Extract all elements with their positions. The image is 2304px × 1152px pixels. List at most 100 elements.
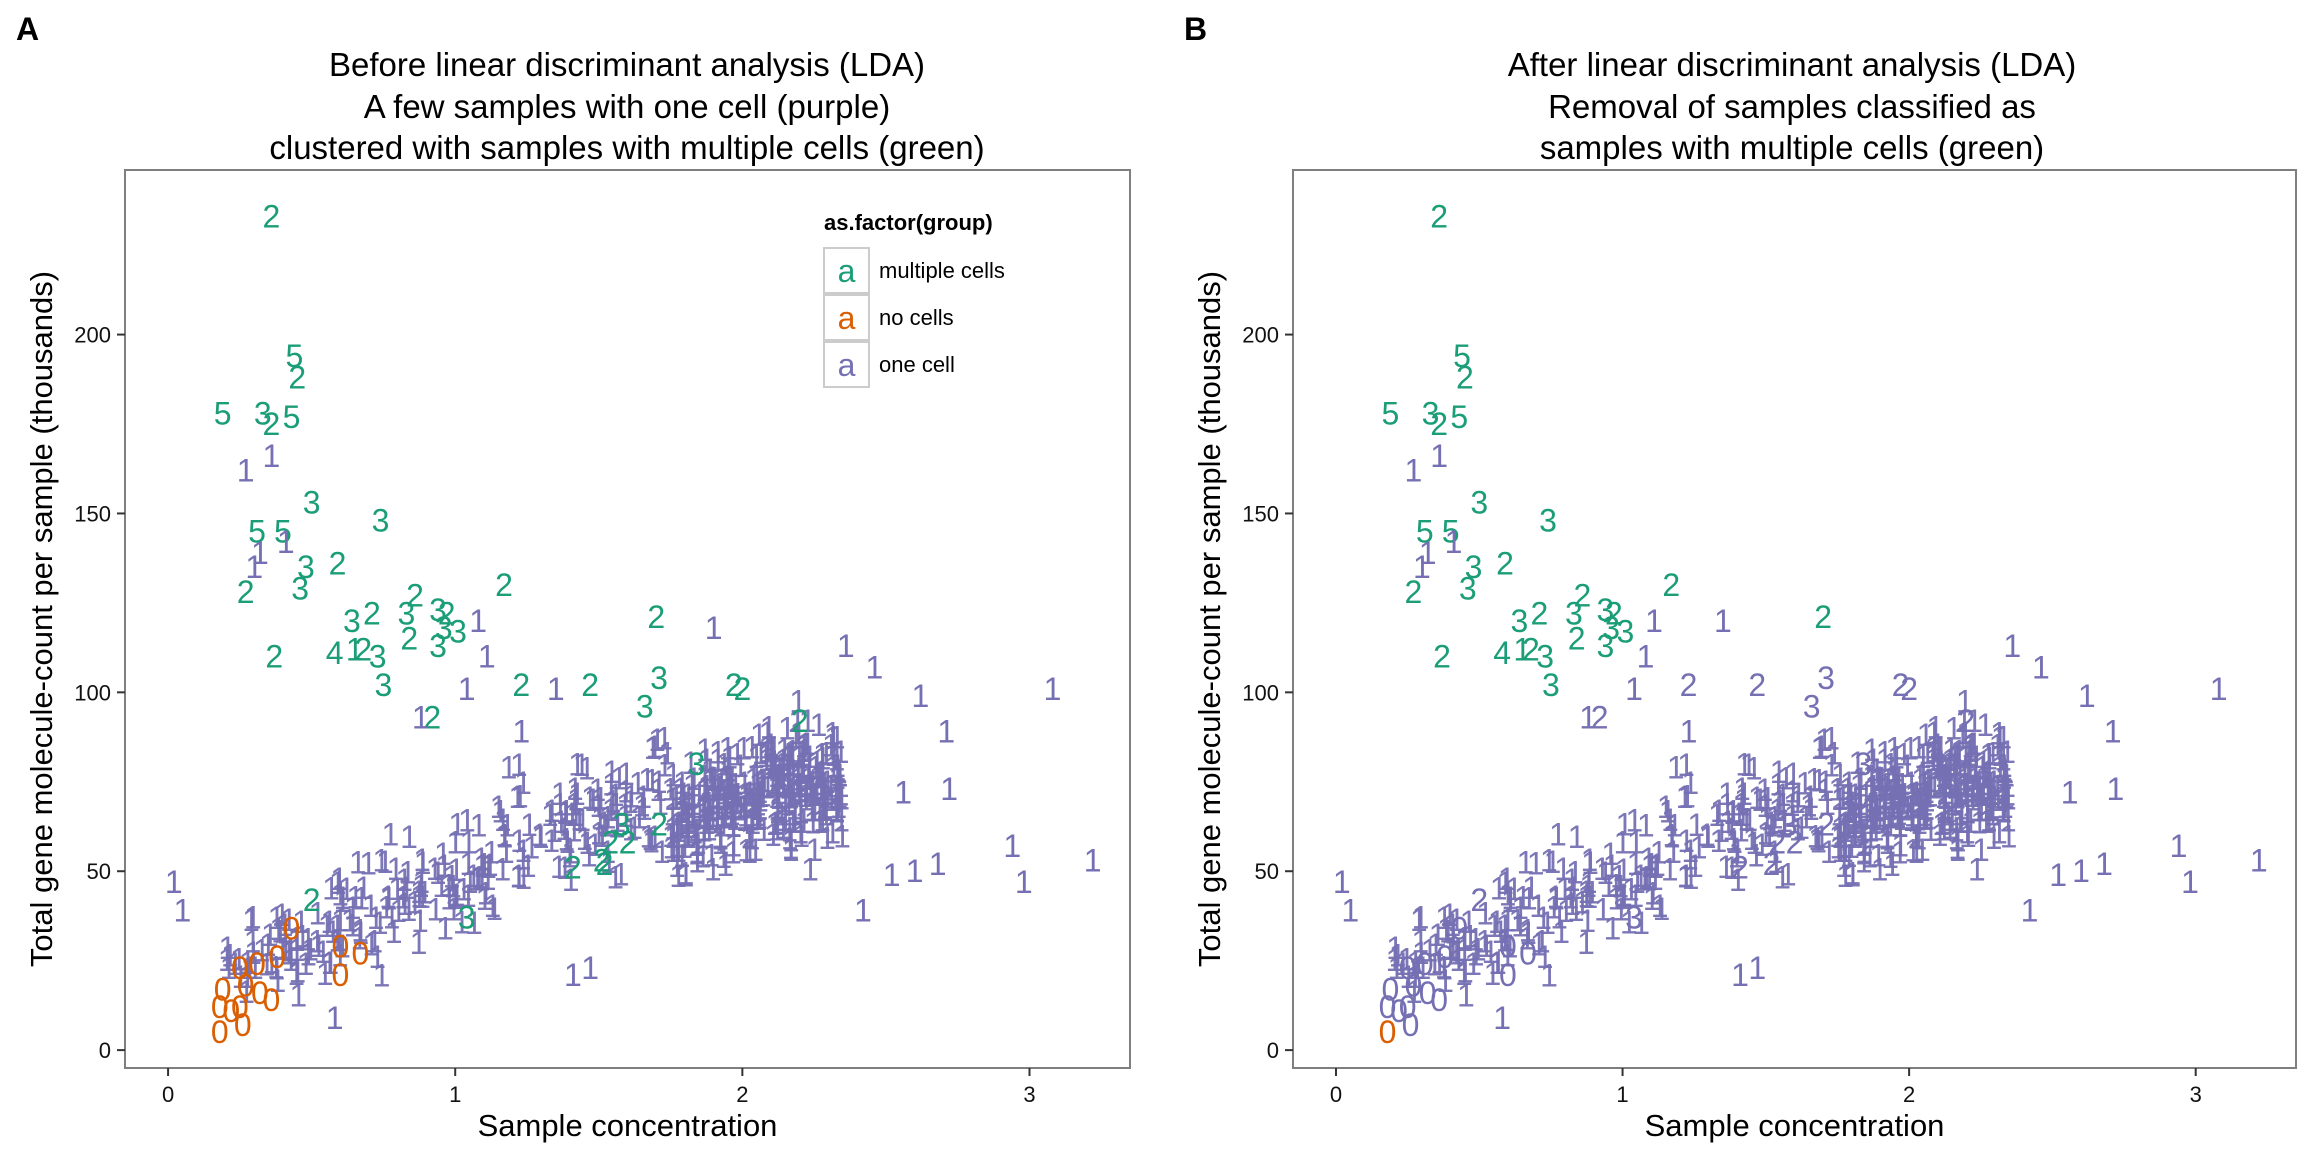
data-point: 1	[1527, 845, 1545, 881]
data-point: 1	[629, 765, 647, 801]
data-point: 1	[817, 736, 835, 772]
data-point: 1	[475, 847, 493, 883]
data-point: 3	[458, 900, 476, 936]
data-point: 1	[328, 923, 346, 959]
data-point: 2	[1470, 882, 1488, 918]
data-point: 1	[782, 823, 800, 859]
data-point: 0	[1499, 957, 1517, 993]
data-point: 1	[2170, 828, 2188, 864]
data-point: 1	[269, 911, 287, 947]
data-point: 1	[829, 753, 847, 789]
data-point: 1	[743, 821, 761, 857]
data-point: 1	[444, 868, 462, 904]
data-point: 1	[602, 792, 620, 828]
data-point: 1	[745, 786, 763, 822]
data-point: 1	[695, 789, 713, 825]
data-point: 1	[512, 714, 530, 750]
data-point: 1	[494, 802, 512, 838]
data-point: 1	[794, 748, 812, 784]
data-point: 1	[728, 778, 746, 814]
data-point: 1	[792, 818, 810, 854]
data-point: 1	[446, 825, 464, 861]
data-point: 1	[719, 771, 737, 807]
data-point: 1	[679, 805, 697, 841]
data-point: 1	[394, 879, 412, 915]
data-point: 1	[608, 803, 626, 839]
data-point: 1	[663, 796, 681, 832]
data-point: 3	[1803, 689, 1821, 725]
data-point: 1	[253, 932, 271, 968]
data-point: 0	[1402, 1007, 1420, 1043]
data-point: 1	[779, 767, 797, 803]
y-tick-label: 50	[87, 859, 111, 884]
data-point: 1	[751, 791, 769, 827]
data-point: 1	[740, 819, 758, 855]
data-point: 2	[650, 807, 668, 843]
data-point: 1	[497, 834, 515, 870]
data-point: 0	[234, 1007, 252, 1043]
data-point: 1	[828, 760, 846, 796]
data-point: 1	[791, 794, 809, 830]
data-point: 1	[599, 800, 617, 836]
data-point: 1	[496, 819, 514, 855]
data-point: 2	[495, 567, 513, 603]
data-point: 1	[698, 769, 716, 805]
data-point: 1	[661, 771, 679, 807]
data-point: 1	[355, 870, 373, 906]
data-point: 1	[866, 649, 884, 685]
data-point: 1	[573, 802, 591, 838]
data-point: 1	[373, 957, 391, 993]
data-point: 1	[434, 836, 452, 872]
data-point: 1	[2049, 857, 2067, 893]
data-point: 1	[805, 832, 823, 868]
data-point: 1	[320, 904, 338, 940]
data-point: 1	[639, 818, 657, 854]
data-point: 1	[468, 862, 486, 898]
data-point: 1	[519, 848, 537, 884]
data-point: 1	[690, 777, 708, 813]
data-point: 1	[741, 775, 759, 811]
data-point: 1	[830, 757, 848, 793]
data-point: 1	[603, 754, 621, 790]
data-point: 1	[288, 932, 306, 968]
data-point: 1	[276, 930, 294, 966]
data-point: 1	[532, 819, 550, 855]
data-point: 1	[763, 747, 781, 783]
data-point: 1	[695, 772, 713, 808]
data-point: 1	[698, 742, 716, 778]
data-point: 1	[321, 945, 339, 981]
data-point: 1	[729, 776, 747, 812]
data-point: 1	[523, 829, 541, 865]
data-point: 1	[514, 833, 532, 869]
data-point: 1	[883, 857, 901, 893]
data-point: 1	[779, 787, 797, 823]
data-point: 1	[472, 841, 490, 877]
data-point: 2	[593, 842, 611, 878]
data-point: 1	[688, 834, 706, 870]
data-point: 1	[271, 913, 289, 949]
data-point: 1	[1015, 864, 1033, 900]
data-point: 1	[765, 730, 783, 766]
data-point: 1	[708, 798, 726, 834]
data-point: 1	[668, 807, 686, 843]
data-point: 1	[514, 860, 532, 896]
data-point: 1	[246, 950, 264, 986]
data-point: 1	[1645, 603, 1663, 639]
data-point: 1	[578, 750, 596, 786]
data-point: 1	[1907, 834, 1925, 870]
data-point: 1	[475, 881, 493, 917]
data-point: 2	[647, 599, 665, 635]
data-point: 1	[748, 797, 766, 833]
data-point: 1	[495, 817, 513, 853]
data-point: 1	[479, 861, 497, 897]
data-point: 1	[812, 771, 830, 807]
data-point: 1	[830, 779, 848, 815]
data-point: 1	[478, 639, 496, 675]
data-point: 1	[770, 753, 788, 789]
data-point: 1	[751, 800, 769, 836]
data-point: 1	[564, 957, 582, 993]
data-point: 1	[567, 781, 585, 817]
y-tick-label: 0	[99, 1038, 111, 1063]
data-point: 1	[238, 945, 256, 981]
data-point: 1	[465, 905, 483, 941]
